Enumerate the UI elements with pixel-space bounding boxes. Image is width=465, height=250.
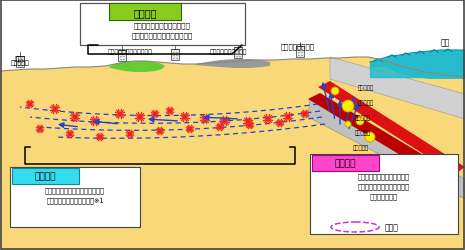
Circle shape — [345, 122, 351, 128]
Text: やわらかい地盤（ゆれ大）: やわらかい地盤（ゆれ大） — [107, 49, 153, 55]
Polygon shape — [0, 100, 465, 250]
Text: 小さなズレ: 小さなズレ — [355, 115, 371, 120]
Bar — [234, 48, 242, 59]
FancyBboxPatch shape — [10, 167, 140, 227]
Text: が、小さなズレからは弱い地: が、小さなズレからは弱い地 — [358, 183, 410, 190]
FancyBboxPatch shape — [80, 4, 245, 46]
Polygon shape — [330, 58, 465, 120]
Text: 遠いほどゆれは小さくなる※1: 遠いほどゆれは小さくなる※1 — [46, 197, 104, 203]
FancyBboxPatch shape — [109, 4, 181, 21]
Circle shape — [331, 88, 339, 96]
Text: かたい地盤（ゆれ小）: かたい地盤（ゆれ小） — [209, 49, 247, 55]
Text: 大きなズレ: 大きなズレ — [358, 100, 374, 105]
Bar — [16, 57, 24, 68]
Text: 震源域: 震源域 — [385, 222, 399, 232]
Polygon shape — [308, 94, 455, 181]
Polygon shape — [370, 51, 465, 80]
Text: 伝播特性: 伝播特性 — [34, 172, 56, 181]
Text: 震動が発生する: 震動が発生する — [370, 193, 398, 200]
Bar — [118, 51, 126, 62]
FancyBboxPatch shape — [12, 168, 79, 184]
Polygon shape — [0, 58, 465, 250]
Circle shape — [365, 132, 375, 142]
Polygon shape — [318, 82, 465, 174]
Text: 小さなズレ: 小さなズレ — [358, 85, 374, 90]
Text: 近距離（ゆれ大）: 近距離（ゆれ大） — [281, 43, 315, 50]
Text: 震源から近いほどゆれは大きく、: 震源から近いほどゆれは大きく、 — [45, 187, 105, 194]
Text: 大きなズレ: 大きなズレ — [355, 130, 371, 135]
Circle shape — [342, 100, 354, 112]
Text: 小さなズレ: 小さなズレ — [353, 144, 369, 150]
Text: 津波: 津波 — [440, 38, 450, 47]
Text: 大きなズレからは強い地震動: 大きなズレからは強い地震動 — [358, 173, 410, 180]
Circle shape — [356, 118, 364, 126]
Text: （ゆれ小）: （ゆれ小） — [11, 60, 29, 66]
Polygon shape — [108, 62, 165, 73]
Text: かたい地盤ほどゆれにくく、: かたい地盤ほどゆれにくく、 — [133, 22, 191, 29]
Text: 遠距離: 遠距離 — [14, 56, 26, 62]
Polygon shape — [195, 60, 270, 69]
Bar — [171, 50, 179, 61]
Text: やわらかい地盤ほどゆれやすい: やわらかい地盤ほどゆれやすい — [132, 32, 193, 39]
FancyBboxPatch shape — [310, 154, 458, 234]
Text: 地盤特性: 地盤特性 — [133, 8, 157, 18]
Polygon shape — [0, 118, 465, 250]
Text: 震源特性: 震源特性 — [334, 159, 356, 168]
Bar — [296, 47, 304, 58]
Polygon shape — [308, 100, 465, 199]
FancyBboxPatch shape — [312, 156, 379, 171]
